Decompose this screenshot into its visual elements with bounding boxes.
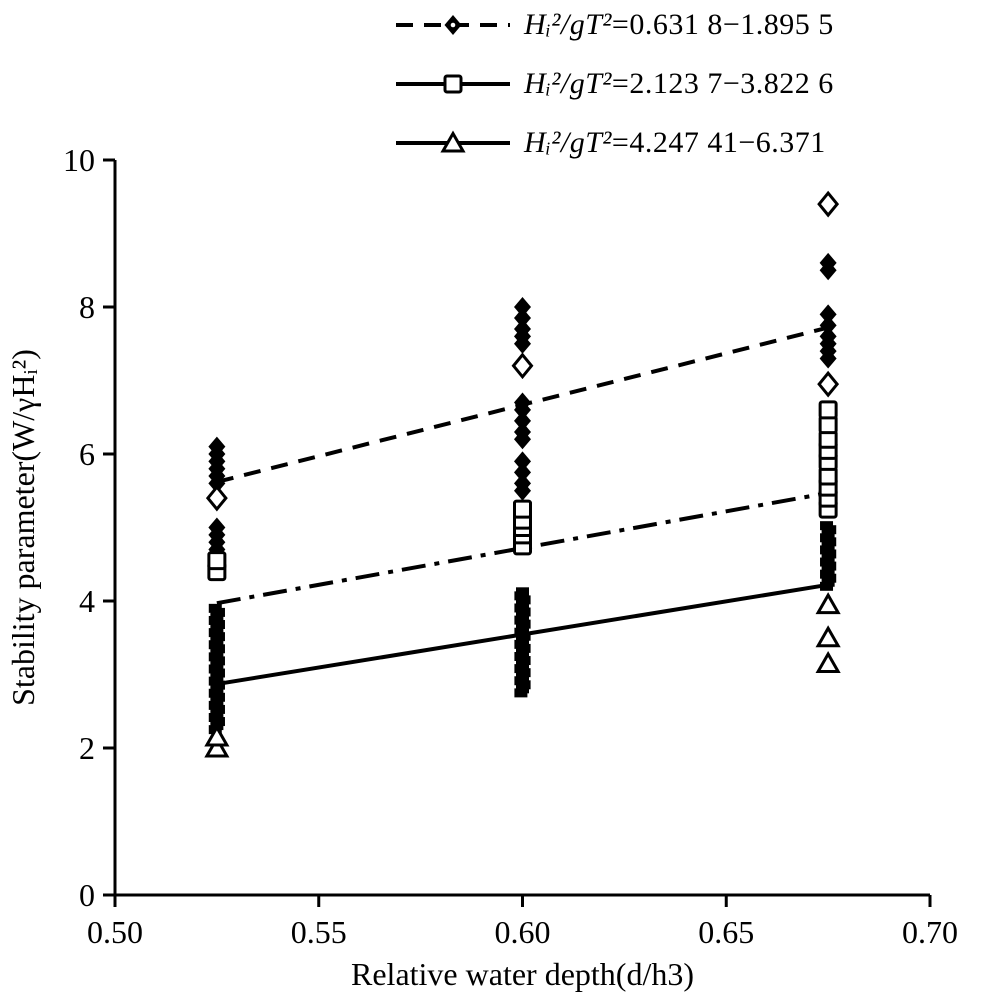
legend-range-3: =4.247 41−6.371 <box>611 126 826 159</box>
y-axis-label: Stability parameter(W/γHᵢ²) <box>5 349 41 706</box>
svg-text:0.70: 0.70 <box>902 914 958 950</box>
legend-item-1: Hᵢ²/gT²=0.631 8−1.895 5 <box>394 2 834 48</box>
svg-text:10: 10 <box>63 142 95 178</box>
legend-formula-2: Hᵢ²/gT² <box>524 67 612 100</box>
svg-text:2: 2 <box>79 730 95 766</box>
legend-line-marker-2 <box>396 74 510 94</box>
legend-item-2: Hᵢ²/gT²=2.123 7−3.822 6 <box>394 61 834 107</box>
data-points <box>204 190 841 758</box>
x-axis-label: Relative water depth(d/h3) <box>351 956 694 992</box>
chart-legend: Hᵢ²/gT²=0.631 8−1.895 5 Hᵢ²/gT²=2.123 7−… <box>394 2 834 166</box>
svg-text:0.65: 0.65 <box>698 914 754 950</box>
svg-text:0: 0 <box>79 877 95 913</box>
legend-label-2: Hᵢ²/gT²=2.123 7−3.822 6 <box>524 67 834 101</box>
axes: 0.50 0.55 0.60 0.65 0.70 0 2 4 6 8 10 Relative wate… <box>5 142 958 992</box>
svg-text:0.60: 0.60 <box>495 914 551 950</box>
legend-formula-3: Hᵢ²/gT² <box>524 126 612 159</box>
legend-range-2: =2.123 7−3.822 6 <box>611 67 834 100</box>
legend-line-marker-3 <box>396 130 510 153</box>
svg-text:0.50: 0.50 <box>87 914 143 950</box>
svg-text:0.55: 0.55 <box>291 914 347 950</box>
legend-formula-1: Hᵢ²/gT² <box>524 8 612 41</box>
svg-text:4: 4 <box>79 583 95 619</box>
legend-item-3: Hᵢ²/gT²=4.247 41−6.371 <box>394 120 834 166</box>
legend-line-marker-1 <box>396 15 510 35</box>
svg-text:8: 8 <box>79 289 95 325</box>
legend-range-1: =0.631 8−1.895 5 <box>611 8 834 41</box>
svg-text:6: 6 <box>79 436 95 472</box>
legend-label-3: Hᵢ²/gT²=4.247 41−6.371 <box>524 126 826 160</box>
dense-clusters <box>208 521 837 735</box>
legend-label-1: Hᵢ²/gT²=0.631 8−1.895 5 <box>524 8 834 42</box>
